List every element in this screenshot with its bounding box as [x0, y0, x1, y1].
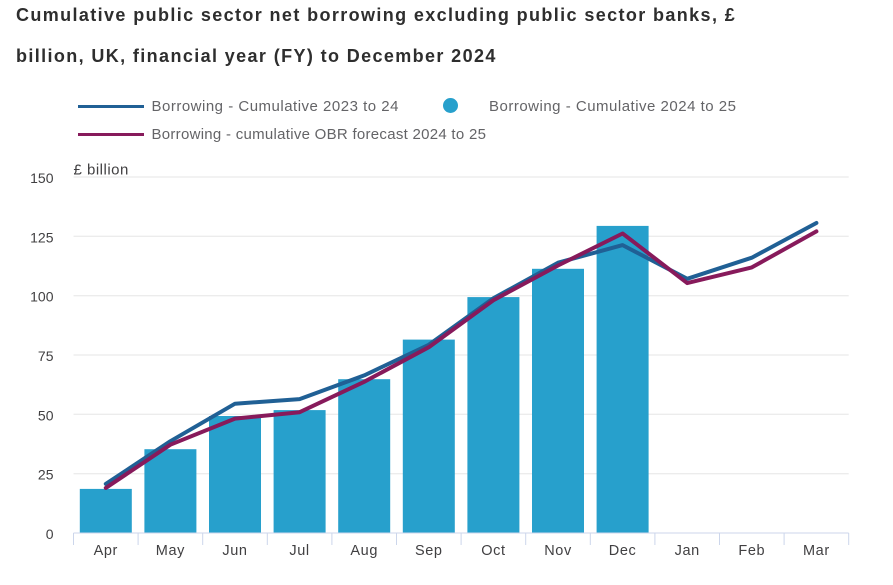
svg-text:Nov: Nov [544, 543, 572, 559]
svg-text:£ billion: £ billion [74, 162, 129, 179]
svg-text:150: 150 [30, 170, 54, 186]
svg-text:Jan: Jan [675, 543, 700, 559]
svg-text:Jun: Jun [222, 543, 247, 559]
svg-text:50: 50 [38, 407, 54, 423]
svg-text:75: 75 [38, 348, 54, 364]
svg-text:25: 25 [38, 467, 54, 483]
svg-text:0: 0 [46, 526, 54, 542]
svg-text:Dec: Dec [609, 543, 637, 559]
svg-text:100: 100 [30, 289, 54, 305]
svg-text:Feb: Feb [738, 543, 765, 559]
svg-text:Jul: Jul [289, 543, 309, 559]
svg-text:Apr: Apr [94, 543, 118, 559]
svg-text:Mar: Mar [803, 543, 830, 559]
svg-text:Aug: Aug [350, 543, 378, 559]
svg-text:125: 125 [30, 229, 54, 245]
svg-text:May: May [156, 543, 185, 559]
svg-text:Oct: Oct [481, 543, 505, 559]
svg-text:Sep: Sep [415, 543, 443, 559]
